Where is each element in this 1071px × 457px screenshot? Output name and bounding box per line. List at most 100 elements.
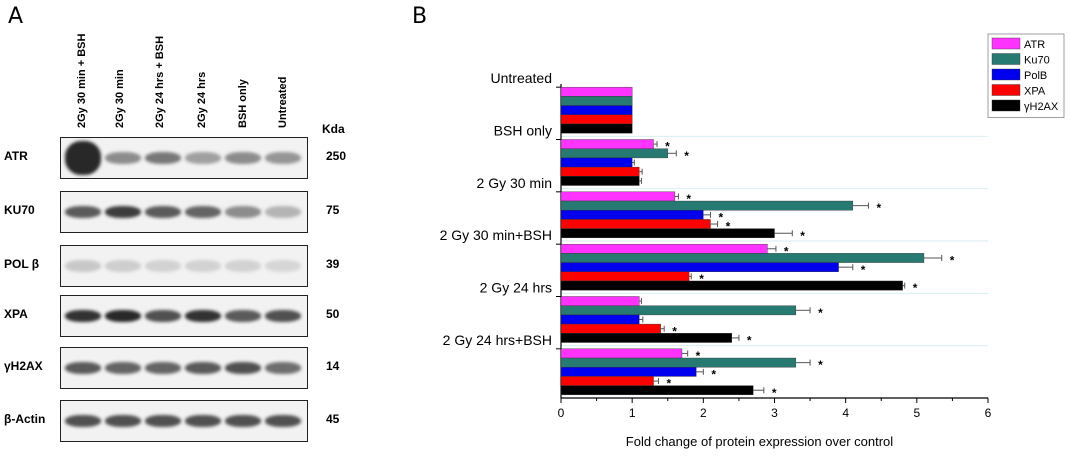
- bar-atr: [560, 348, 683, 359]
- significance-marker: *: [818, 358, 823, 372]
- protein-label: XPA: [4, 307, 28, 321]
- blot-band: [265, 415, 301, 427]
- significance-marker: *: [672, 324, 677, 338]
- blot-strip: [60, 245, 308, 287]
- legend-label: ATR: [1024, 39, 1045, 51]
- kda-value: 45: [326, 412, 340, 426]
- significance-marker: *: [950, 254, 955, 268]
- bar-polb: [560, 157, 633, 168]
- x-tick-label: 4: [842, 406, 849, 420]
- bar-polb: [560, 262, 839, 272]
- significance-marker: *: [684, 149, 689, 163]
- protein-label: POL β: [4, 257, 40, 271]
- bar-γh2ax: [560, 280, 903, 291]
- bar-ku70: [560, 200, 853, 211]
- blot-band: [185, 206, 221, 218]
- bar-γh2ax: [560, 228, 775, 239]
- bar-polb: [560, 314, 640, 325]
- blot-strip: [60, 295, 308, 337]
- blot-band: [185, 260, 221, 272]
- panel-a-letter: A: [8, 4, 24, 29]
- blot-strip: [60, 347, 308, 389]
- blot-band: [145, 152, 181, 164]
- blot-band: [225, 206, 261, 218]
- bar-atr: [560, 86, 633, 97]
- blot-band: [185, 415, 221, 427]
- x-tick-label: 0: [558, 406, 565, 420]
- blot-band: [65, 415, 101, 427]
- legend-swatch: [991, 84, 1021, 96]
- category-label: BSH only: [494, 123, 552, 139]
- significance-marker: *: [784, 244, 789, 258]
- blot-band: [65, 206, 101, 218]
- blot-band: [145, 362, 181, 374]
- blot-band: [105, 362, 141, 374]
- category-label: 2 Gy 24 hrs: [480, 280, 552, 296]
- significance-marker: *: [686, 192, 691, 206]
- blot-band: [265, 152, 301, 164]
- legend-swatch: [991, 53, 1021, 65]
- significance-marker: *: [666, 377, 671, 391]
- significance-marker: *: [699, 272, 704, 286]
- legend-label: PolB: [1024, 70, 1047, 82]
- significance-marker: *: [800, 229, 805, 243]
- blot-band: [65, 141, 101, 175]
- significance-marker: *: [696, 349, 701, 363]
- x-axis-label: Fold change of protein expression over c…: [626, 434, 893, 449]
- bar-γh2ax: [560, 123, 633, 134]
- blot-band: [225, 260, 261, 272]
- category-label: 2 Gy 30 min: [477, 175, 552, 191]
- bar-ku70: [560, 253, 925, 263]
- kda-value: 50: [326, 307, 340, 321]
- bar-xpa: [560, 376, 654, 386]
- significance-marker: *: [718, 210, 723, 224]
- blot-band: [145, 310, 181, 322]
- legend-label: XPA: [1024, 86, 1046, 98]
- blot-band: [145, 206, 181, 218]
- protein-label: KU70: [4, 203, 35, 217]
- legend-label: Ku70: [1024, 55, 1050, 67]
- blot-band: [225, 362, 261, 374]
- bar-xpa: [560, 114, 633, 125]
- bar-polb: [560, 210, 704, 220]
- blot-band: [105, 260, 141, 272]
- bar-ku70: [560, 305, 797, 316]
- legend-swatch: [991, 68, 1021, 81]
- bar-polb: [560, 367, 697, 377]
- bar-atr: [560, 139, 654, 149]
- category-label: 2 Gy 24 hrs+BSH: [443, 332, 552, 348]
- significance-marker: *: [711, 367, 716, 381]
- kda-value: 250: [326, 149, 347, 163]
- blot-strip: [60, 137, 308, 179]
- protein-label: β-Actin: [4, 412, 46, 426]
- blot-band: [105, 415, 141, 427]
- blot-band: [105, 152, 141, 164]
- category-label: Untreated: [491, 70, 552, 86]
- bar-ku70: [560, 96, 633, 106]
- blot-band: [65, 260, 101, 272]
- blot-band: [265, 310, 301, 322]
- blot-band: [185, 310, 221, 322]
- bar-γh2ax: [560, 176, 640, 186]
- blot-band: [265, 260, 301, 272]
- bar-γh2ax: [560, 385, 754, 396]
- bar-xpa: [560, 323, 661, 334]
- category-label: 2 Gy 30 min+BSH: [440, 227, 552, 243]
- blot-band: [65, 310, 101, 322]
- significance-marker: *: [726, 220, 731, 234]
- x-tick-label: 6: [985, 406, 992, 420]
- protein-label: γH2AX: [4, 359, 43, 373]
- significance-marker: *: [818, 306, 823, 320]
- x-tick-label: 3: [771, 406, 778, 420]
- kda-value: 75: [326, 203, 340, 217]
- x-tick-label: 1: [629, 406, 636, 420]
- bar-polb: [560, 105, 633, 115]
- kda-header: Kda: [322, 122, 345, 136]
- x-tick-label: 2: [700, 406, 707, 420]
- significance-marker: *: [876, 201, 881, 215]
- bar-ku70: [560, 148, 668, 159]
- blot-band: [185, 152, 221, 164]
- blot-band: [225, 152, 261, 164]
